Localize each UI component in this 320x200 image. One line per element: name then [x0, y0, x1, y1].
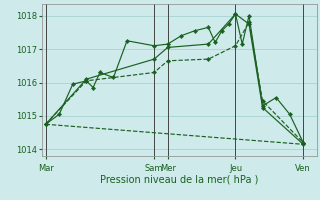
X-axis label: Pression niveau de la mer( hPa ): Pression niveau de la mer( hPa )	[100, 174, 258, 184]
